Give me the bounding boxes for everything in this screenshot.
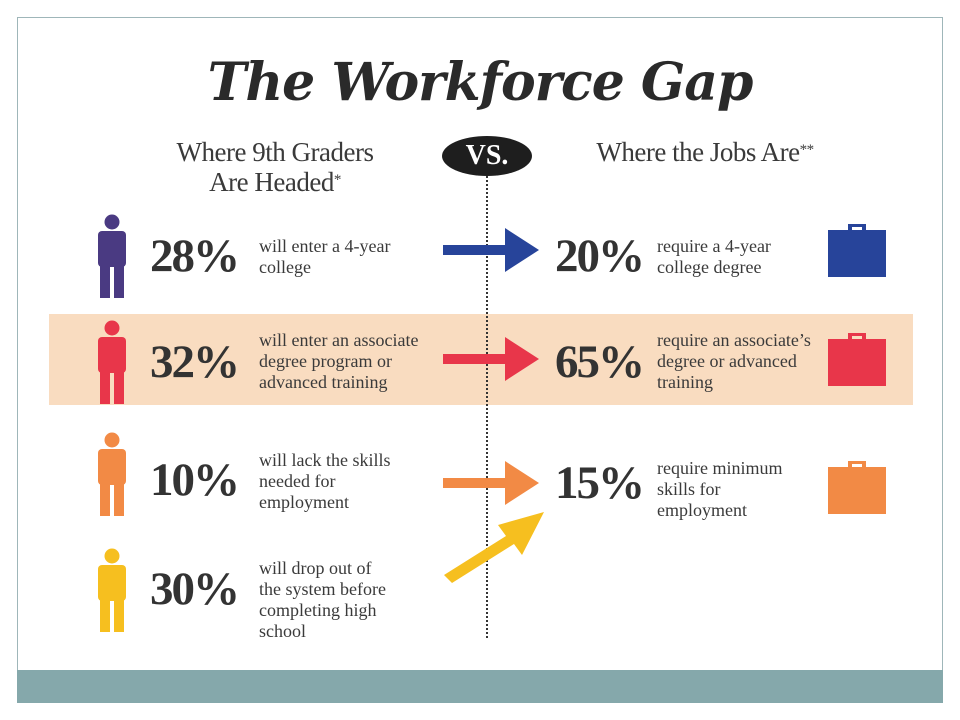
left-desc-associate: will enter an associate degree program o…: [259, 330, 449, 393]
left-percent-drop-out: 30%: [150, 563, 240, 615]
desc-line: college: [259, 257, 311, 277]
desc-line: completing high: [259, 600, 377, 620]
desc-line: will enter a 4-year: [259, 236, 391, 256]
desc-line: employment: [259, 492, 349, 512]
desc-line: require an associate’s: [657, 330, 811, 350]
desc-line: school: [259, 621, 306, 641]
arrow-right-icon-lack-skills: [443, 461, 539, 505]
left-desc-lack-skills: will lack the skills needed for employme…: [259, 450, 449, 513]
desc-line: college degree: [657, 257, 762, 277]
left-percent-associate: 32%: [150, 336, 240, 388]
desc-line: employment: [657, 500, 747, 520]
person-icon-associate: [92, 320, 132, 404]
center-divider: [486, 176, 488, 638]
left-percent-lack-skills: 10%: [150, 454, 240, 506]
right-heading-footnote-mark: **: [799, 142, 815, 158]
right-desc-college: require a 4-year college degree: [657, 236, 832, 278]
desc-line: will enter an associate: [259, 330, 419, 350]
desc-line: require minimum: [657, 458, 783, 478]
desc-line: skills for: [657, 479, 721, 499]
right-percent-college: 20%: [555, 230, 645, 282]
person-icon-lack-skills: [92, 432, 132, 516]
left-heading-line-2: Are Headed*: [209, 167, 342, 197]
desc-line: training: [657, 372, 713, 392]
arrow-diagonal-icon-drop-out: [444, 512, 544, 583]
desc-line: require a 4-year: [657, 236, 771, 256]
page-title: The Workforce Gap: [207, 52, 754, 113]
desc-line: advanced training: [259, 372, 388, 392]
left-desc-college: will enter a 4-year college: [259, 236, 449, 278]
briefcase-icon-minimum-skills: [828, 458, 886, 514]
vs-badge: VS.: [442, 136, 532, 176]
person-icon-college: [92, 214, 132, 298]
left-column-heading: Where 9th Graders Are Headed*: [140, 137, 410, 197]
desc-line: degree program or: [259, 351, 392, 371]
desc-line: needed for: [259, 471, 336, 491]
briefcase-icon-associate: [828, 330, 886, 386]
desc-line: will drop out of: [259, 558, 372, 578]
left-heading-footnote-mark: *: [333, 172, 342, 188]
left-percent-college: 28%: [150, 230, 240, 282]
desc-line: the system before: [259, 579, 386, 599]
right-percent-associate: 65%: [555, 336, 645, 388]
arrow-right-icon-associate: [443, 337, 539, 381]
left-desc-drop-out: will drop out of the system before compl…: [259, 558, 449, 642]
briefcase-icon-college: [828, 221, 886, 277]
right-desc-minimum-skills: require minimum skills for employment: [657, 458, 832, 521]
arrow-right-icon-college: [443, 228, 539, 272]
left-heading-line-1: Where 9th Graders: [176, 137, 374, 167]
slide-footer-bar: [17, 670, 943, 703]
desc-line: degree or advanced: [657, 351, 797, 371]
desc-line: will lack the skills: [259, 450, 391, 470]
right-percent-minimum-skills: 15%: [555, 457, 645, 509]
person-icon-drop-out: [92, 548, 132, 632]
right-column-heading: Where the Jobs Are**: [596, 137, 815, 167]
right-desc-associate: require an associate’s degree or advance…: [657, 330, 832, 393]
